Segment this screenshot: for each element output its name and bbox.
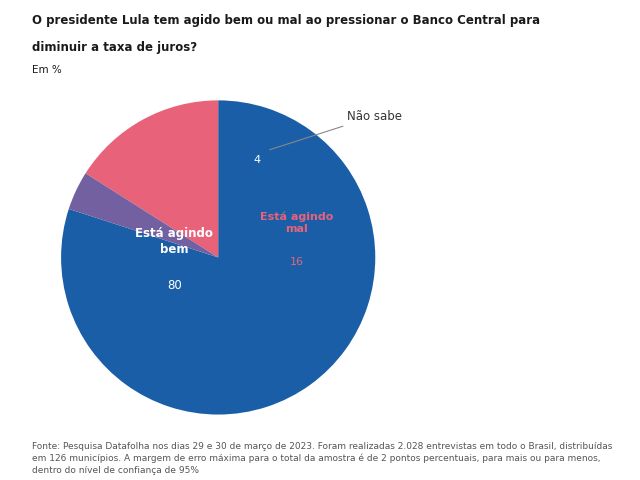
Text: Está agindo
mal: Está agindo mal — [260, 212, 333, 234]
Text: Fonte: Pesquisa Datafolha nos dias 29 e 30 de março de 2023. Foram realizadas 2.: Fonte: Pesquisa Datafolha nos dias 29 e … — [32, 442, 612, 475]
Wedge shape — [86, 100, 218, 257]
Text: 16: 16 — [290, 257, 304, 267]
Text: O presidente Lula tem agido bem ou mal ao pressionar o Banco Central para: O presidente Lula tem agido bem ou mal a… — [32, 14, 540, 27]
Text: diminuir a taxa de juros?: diminuir a taxa de juros? — [32, 41, 197, 54]
Wedge shape — [68, 173, 218, 257]
Text: 80: 80 — [167, 279, 182, 292]
Wedge shape — [61, 100, 375, 415]
Text: 4: 4 — [254, 155, 261, 165]
Text: Em %: Em % — [32, 65, 61, 75]
Text: Não sabe: Não sabe — [269, 109, 402, 150]
Text: Está agindo
bem: Está agindo bem — [135, 227, 213, 256]
